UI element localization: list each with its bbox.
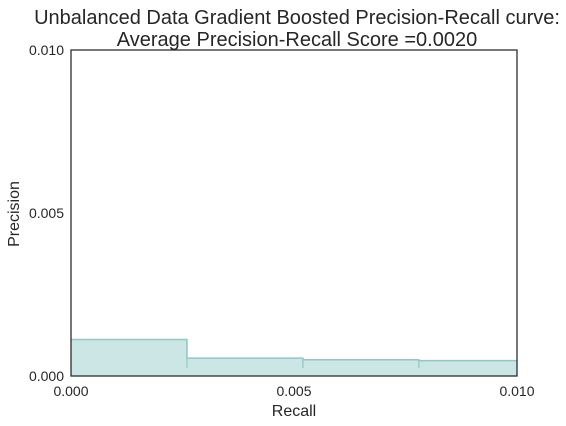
series-group	[71, 338, 517, 376]
x-tick-label: 0.010	[499, 383, 534, 399]
x-tick-label: 0.000	[53, 383, 88, 399]
x-tick-label: 0.005	[276, 383, 311, 399]
x-axis-label: Recall	[272, 403, 316, 420]
chart-title-line-2: Average Precision-Recall Score =0.0020	[117, 29, 477, 51]
y-axis-label: Precision	[6, 181, 23, 247]
plot-area: 0.000 0.005 0.010 0.000 0.005 0.010	[29, 42, 535, 399]
pr-area-fill	[71, 339, 517, 376]
y-tick-label: 0.005	[29, 205, 64, 221]
y-tick-label: 0.000	[29, 368, 64, 384]
chart-title-line-1: Unbalanced Data Gradient Boosted Precisi…	[34, 7, 560, 29]
axes-frame	[70, 49, 518, 377]
y-tick-label: 0.010	[29, 42, 64, 58]
